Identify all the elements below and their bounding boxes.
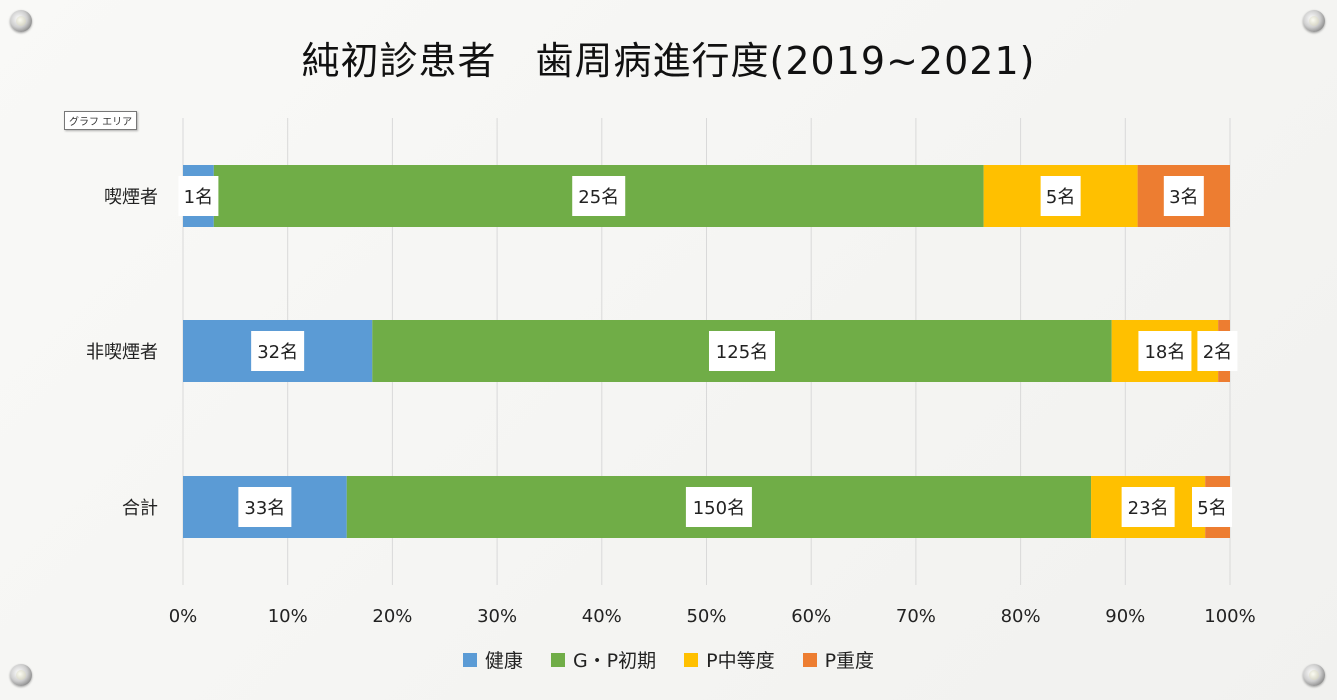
data-label: 18名 xyxy=(1144,342,1185,363)
data-label: 150名 xyxy=(693,498,745,519)
legend-swatch xyxy=(684,652,699,667)
rivet-top-right xyxy=(1303,10,1325,32)
data-label: 5名 xyxy=(1197,498,1226,519)
x-tick-label: 10% xyxy=(268,606,308,627)
category-label: 合計 xyxy=(122,498,158,519)
legend-item: P中等度 xyxy=(684,646,775,673)
legend-item: G・P初期 xyxy=(550,646,657,673)
data-label-box xyxy=(685,487,752,527)
data-label: 5名 xyxy=(1046,187,1075,208)
category-label: 非喫煙者 xyxy=(86,342,158,363)
x-tick-label: 20% xyxy=(372,606,412,627)
data-label-box xyxy=(1197,331,1238,371)
legend-label: G・P初期 xyxy=(572,650,657,672)
legend-item: 健康 xyxy=(462,646,523,673)
x-tick-label: 60% xyxy=(791,606,831,627)
legend-label: P中等度 xyxy=(706,650,775,672)
x-tick-label: 30% xyxy=(477,606,517,627)
data-label-box xyxy=(1192,487,1232,527)
chart-legend: 健康 G・P初期 P中等度 P重度 xyxy=(0,646,1337,673)
chart-title: 純初診患者 歯周病進行度(2019~2021) xyxy=(301,39,1036,83)
data-label: 3名 xyxy=(1169,187,1198,208)
legend-swatch xyxy=(802,652,817,667)
legend-label: 健康 xyxy=(484,650,523,672)
x-tick-label: 50% xyxy=(686,606,726,627)
data-label-box xyxy=(1138,331,1192,371)
x-tick-label: 0% xyxy=(169,606,198,627)
legend-swatch xyxy=(550,652,565,667)
data-label-box xyxy=(708,331,775,371)
data-label: 25名 xyxy=(578,187,619,208)
data-label-box xyxy=(251,331,305,371)
data-label-box xyxy=(1163,176,1204,216)
data-label-box xyxy=(178,176,219,216)
data-label: 32名 xyxy=(257,342,298,363)
x-tick-label: 100% xyxy=(1204,606,1255,627)
x-tick-label: 80% xyxy=(1001,606,1041,627)
x-tick-label: 70% xyxy=(896,606,936,627)
data-label: 1名 xyxy=(184,187,213,208)
data-label: 125名 xyxy=(716,342,768,363)
category-label: 喫煙者 xyxy=(104,187,158,208)
data-label: 33名 xyxy=(244,498,285,519)
rivet-top-left xyxy=(10,10,32,32)
data-label-box xyxy=(572,176,626,216)
legend-label: P重度 xyxy=(824,650,875,672)
legend-item: P重度 xyxy=(802,646,875,673)
data-label-box xyxy=(1121,487,1175,527)
legend-swatch xyxy=(462,652,477,667)
x-tick-label: 90% xyxy=(1105,606,1145,627)
chart-area-tooltip: グラフ エリア xyxy=(64,111,138,130)
rivet-bottom-left xyxy=(10,664,32,686)
data-label-box xyxy=(238,487,292,527)
rivet-bottom-right xyxy=(1303,664,1325,686)
data-label-box xyxy=(1040,176,1081,216)
data-label: 2名 xyxy=(1203,342,1232,363)
data-label: 23名 xyxy=(1128,498,1169,519)
x-tick-label: 40% xyxy=(582,606,622,627)
